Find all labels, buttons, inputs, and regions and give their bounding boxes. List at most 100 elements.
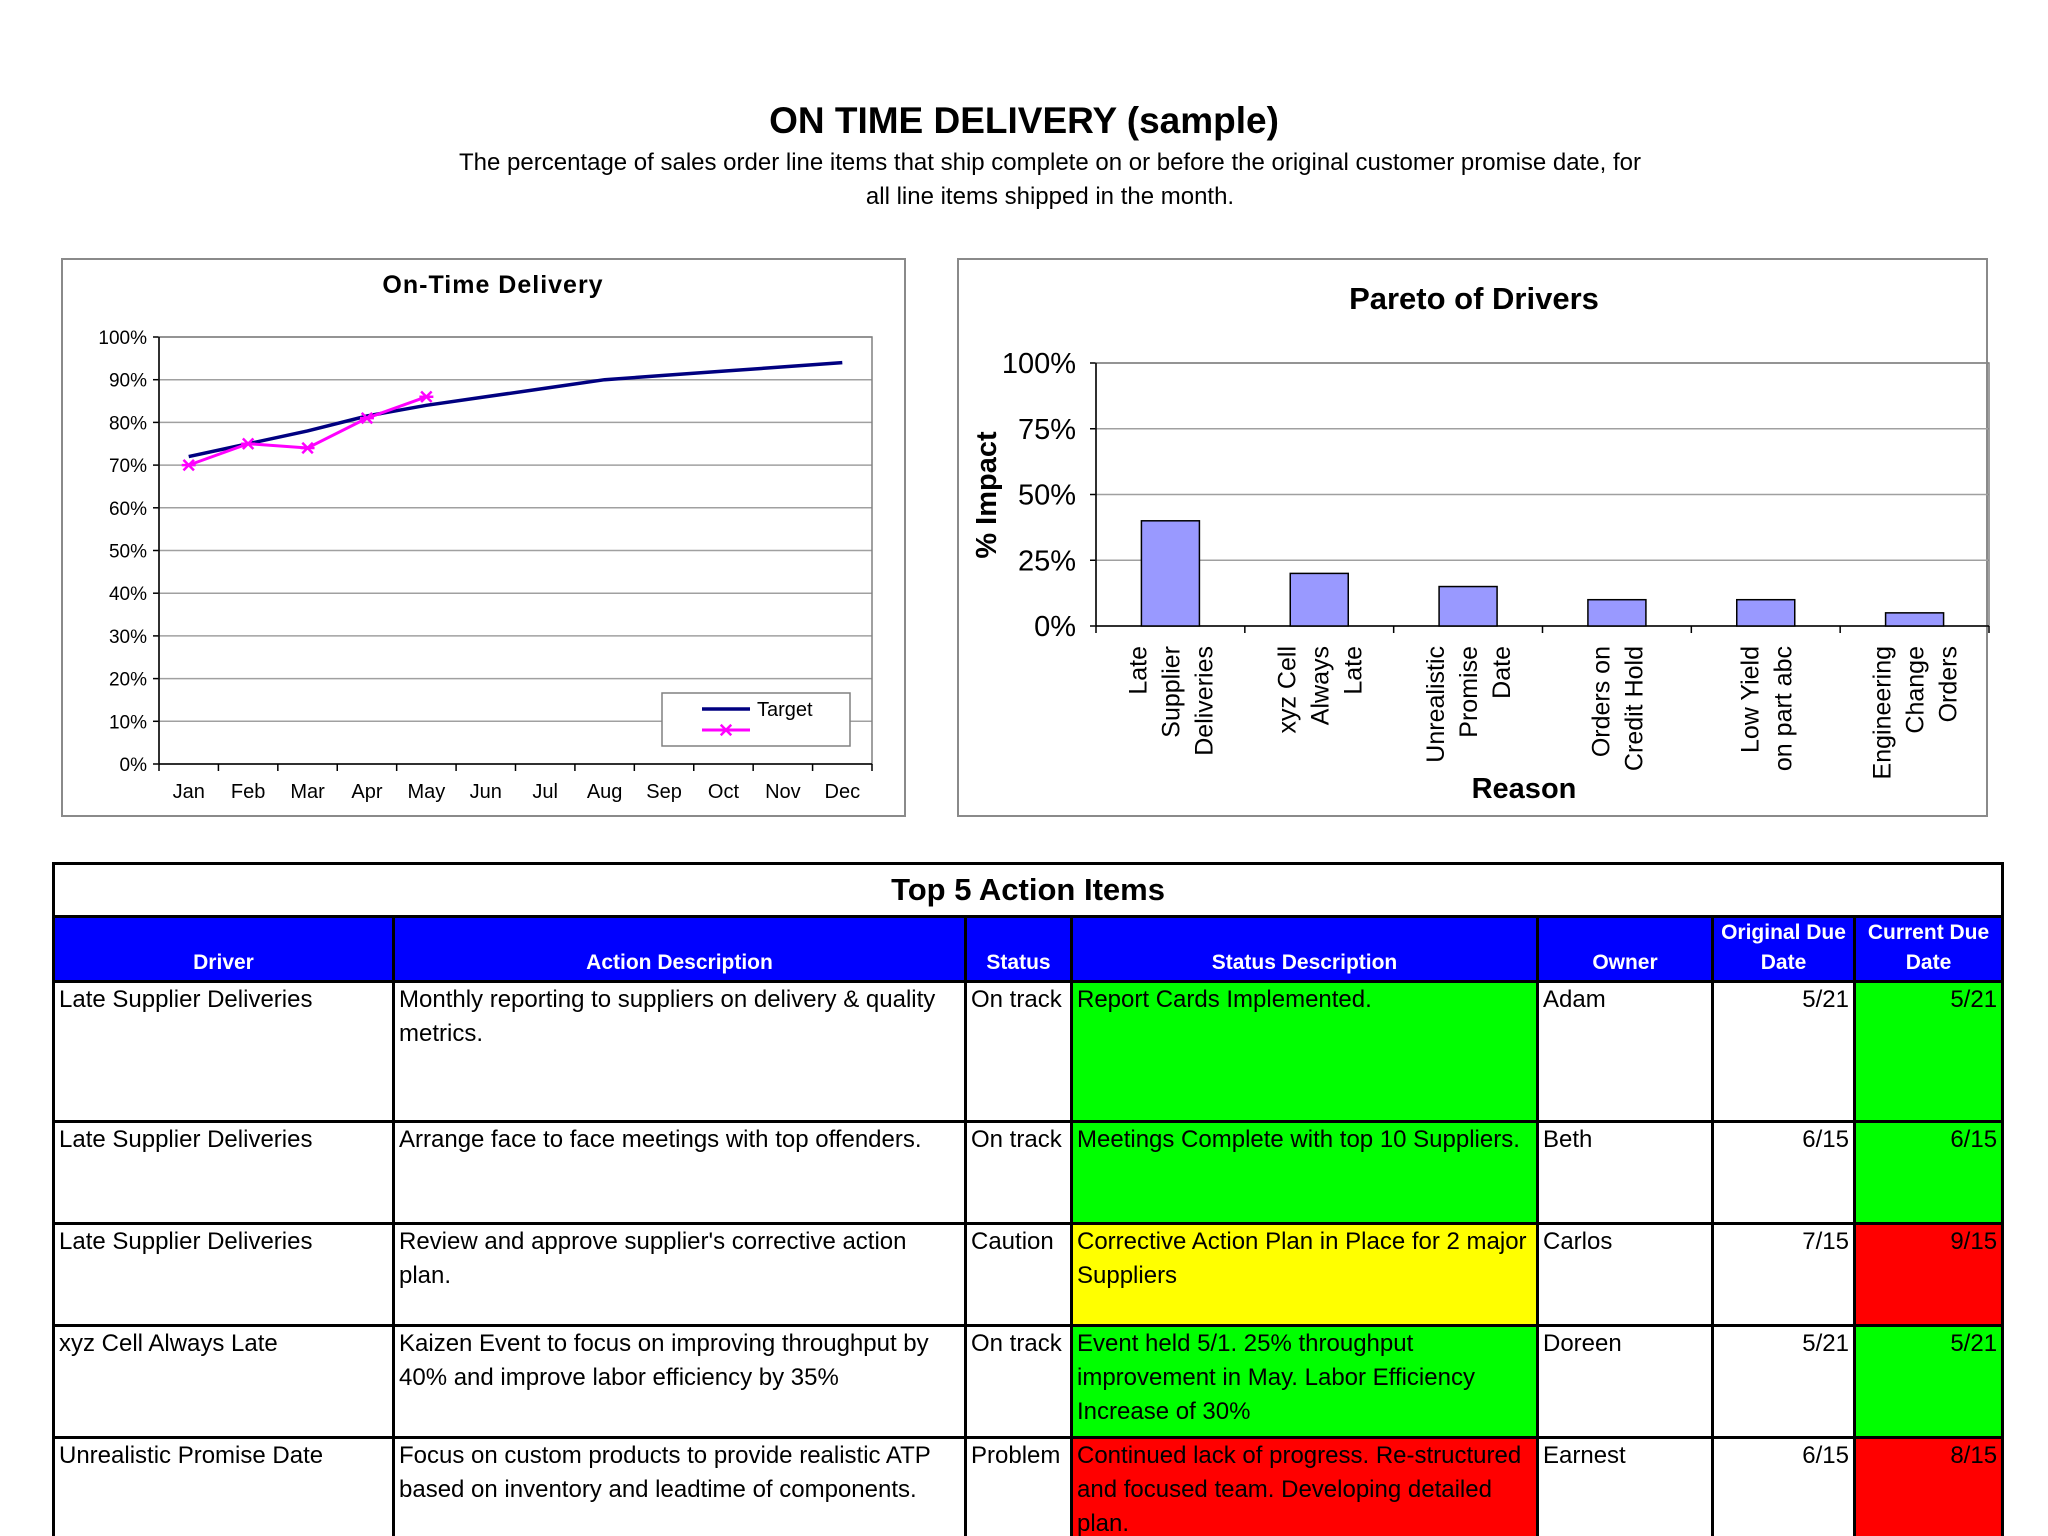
- y-tick-label: 0%: [1034, 611, 1076, 643]
- bar: [1140, 520, 1201, 627]
- cell-status-description: Event held 5/1. 25% throughput improveme…: [1070, 1324, 1539, 1439]
- bar: [1289, 572, 1349, 627]
- header-owner: Owner: [1536, 915, 1714, 983]
- cell-driver: Late Supplier Deliveries: [52, 1222, 395, 1327]
- cell-original-due: 5/21: [1711, 1324, 1856, 1439]
- x-category-label-line: Change: [1902, 646, 1930, 734]
- x-category-label: Late Supplier Deliveries: [1124, 646, 1218, 756]
- header-status-description: Status Description: [1070, 915, 1539, 983]
- chart-title: Pareto of Drivers: [1349, 281, 1599, 316]
- table-row: xyz Cell Always Late Kaizen Event to foc…: [52, 1324, 2005, 1439]
- y-tick-label: 50%: [1018, 480, 1076, 512]
- x-tick-label: May: [407, 781, 445, 803]
- x-category-label: Orders on Credit Hold: [1587, 646, 1648, 771]
- x-category-label-line: Low Yield: [1736, 646, 1764, 753]
- x-category-label: Low Yield on part abc: [1736, 646, 1797, 771]
- on-time-delivery-chart: On-Time Delivery 0% 10% 20% 30% 40% 50% 60% 70% 8…: [61, 258, 906, 817]
- bar: [1884, 612, 1945, 627]
- x-tick-label: Jul: [532, 781, 558, 803]
- x-category-label-line: Always: [1306, 646, 1334, 725]
- cell-current-due: 8/15: [1852, 1436, 2005, 1536]
- x-tick-label: Jun: [470, 781, 502, 803]
- cell-current-due: 6/15: [1852, 1120, 2005, 1225]
- on-time-delivery-svg: On-Time Delivery 0% 10% 20% 30% 40% 50% 60% 70% 8…: [98, 271, 873, 803]
- actual-point-stroke: [301, 441, 314, 455]
- x-category-label-line: Supplier: [1157, 646, 1185, 738]
- cell-action: Focus on custom products to provide real…: [392, 1436, 967, 1536]
- x-tick-label: Aug: [587, 781, 623, 803]
- target-series-line: [188, 360, 843, 459]
- x-category-label-line: Deliveries: [1190, 646, 1218, 756]
- x-category-label-line: Date: [1488, 646, 1516, 699]
- y-tick-label: 80%: [109, 413, 147, 434]
- cell-status: Problem: [964, 1436, 1073, 1536]
- cell-owner: Carlos: [1536, 1222, 1714, 1327]
- header-driver: Driver: [52, 915, 395, 983]
- action-items-table: Top 5 Action Items Driver Action Descrip…: [51, 862, 2005, 1536]
- legend-target-label: Target: [757, 699, 813, 721]
- y-tick-label: 10%: [109, 712, 147, 733]
- cell-driver: xyz Cell Always Late: [52, 1324, 395, 1439]
- header-current-due-date: Current Due Date: [1852, 915, 2005, 983]
- actual-point-stroke: [420, 390, 433, 403]
- x-category-label-line: Orders: [1935, 646, 1963, 722]
- x-tick-label: Jan: [173, 781, 205, 803]
- x-tick-label: Apr: [351, 781, 382, 803]
- header-status: Status: [964, 915, 1073, 983]
- table-row: Late Supplier Deliveries Monthly reporti…: [52, 980, 2005, 1123]
- cell-status: Caution: [964, 1222, 1073, 1327]
- chart-title: On-Time Delivery: [382, 271, 603, 299]
- x-tick-label: Feb: [231, 781, 265, 803]
- x-category-label-line: Late: [1339, 646, 1367, 695]
- cell-action: Monthly reporting to suppliers on delive…: [392, 980, 967, 1123]
- cell-owner: Doreen: [1536, 1324, 1714, 1439]
- cell-original-due: 6/15: [1711, 1436, 1856, 1536]
- y-axis-title: % Impact: [971, 431, 1003, 559]
- table-row: Unrealistic Promise Date Focus on custom…: [52, 1436, 2005, 1536]
- subtitle-line-1: The percentage of sales order line items…: [459, 149, 1641, 176]
- x-category-label: xyz Cell Always Late: [1273, 646, 1367, 734]
- y-tick-label: 100%: [98, 328, 147, 349]
- table-row: Late Supplier Deliveries Arrange face to…: [52, 1120, 2005, 1225]
- x-category-label-line: Promise: [1455, 646, 1483, 738]
- cell-current-due: 5/21: [1852, 1324, 2005, 1439]
- cell-status-description: Continued lack of progress. Re-structure…: [1070, 1436, 1539, 1536]
- x-category-label-line: Late: [1124, 646, 1152, 695]
- x-axis-title: Reason: [1472, 773, 1577, 805]
- x-category-label-line: Unrealistic: [1422, 646, 1450, 763]
- x-category-label-line: Credit Hold: [1620, 646, 1648, 771]
- bar: [1736, 598, 1796, 627]
- y-tick-label: 30%: [109, 627, 147, 648]
- cell-original-due: 5/21: [1711, 980, 1856, 1123]
- x-category-label-line: xyz Cell: [1273, 646, 1301, 734]
- y-tick-label: 100%: [1002, 348, 1076, 380]
- cell-action: Review and approve supplier's corrective…: [392, 1222, 967, 1327]
- legend-box: [661, 692, 851, 747]
- cell-action: Arrange face to face meetings with top o…: [392, 1120, 967, 1225]
- cell-driver: Late Supplier Deliveries: [52, 980, 395, 1123]
- cell-owner: Beth: [1536, 1120, 1714, 1225]
- y-tick-label: 60%: [109, 499, 147, 520]
- y-tick-label: 90%: [109, 371, 147, 392]
- header-action-description: Action Description: [392, 915, 967, 983]
- x-tick-label: Oct: [708, 781, 740, 803]
- subtitle-line-2: all line items shipped in the month.: [865, 183, 1235, 210]
- cell-status: On track: [964, 1324, 1073, 1439]
- cell-current-due: 5/21: [1852, 980, 2005, 1123]
- table-header-row: Driver Action Description Status Status …: [52, 915, 2005, 983]
- y-tick-label: 40%: [109, 584, 147, 605]
- cell-status: On track: [964, 980, 1073, 1123]
- y-tick-label: 50%: [109, 542, 147, 563]
- cell-original-due: 6/15: [1711, 1120, 1856, 1225]
- cell-original-due: 7/15: [1711, 1222, 1856, 1327]
- x-category-label: Unrealistic Promise Date: [1422, 646, 1516, 763]
- cell-status: On track: [964, 1120, 1073, 1225]
- y-tick-label: 75%: [1018, 414, 1076, 446]
- table-title: Top 5 Action Items: [51, 862, 2005, 918]
- y-tick-label: 25%: [1018, 545, 1076, 577]
- bar: [1587, 598, 1647, 627]
- pareto-chart: Pareto of Drivers 0% 25% 50% 75% 100% Late Supp…: [957, 258, 1990, 817]
- cell-status-description: Corrective Action Plan in Place for 2 ma…: [1070, 1222, 1539, 1327]
- cell-driver: Late Supplier Deliveries: [52, 1120, 395, 1225]
